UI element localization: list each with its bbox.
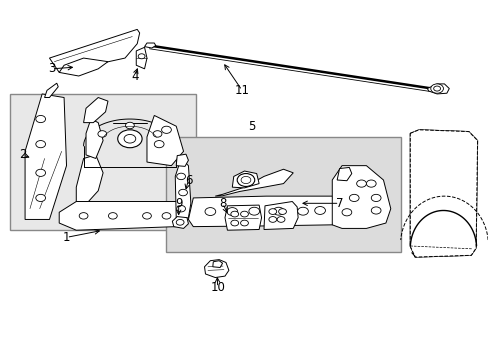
Polygon shape [59,58,108,76]
Circle shape [297,207,308,215]
Text: 10: 10 [210,281,224,294]
Circle shape [153,131,162,137]
Polygon shape [175,158,190,220]
Circle shape [36,140,45,148]
Polygon shape [86,119,103,158]
Polygon shape [336,167,351,181]
Text: 2: 2 [19,148,26,161]
Circle shape [142,213,151,219]
Circle shape [240,211,248,217]
Circle shape [230,211,238,217]
FancyBboxPatch shape [166,137,400,252]
Polygon shape [232,171,259,188]
Circle shape [433,86,440,91]
Polygon shape [204,260,228,278]
Polygon shape [83,98,108,123]
Circle shape [268,217,276,222]
Circle shape [370,207,380,214]
Circle shape [430,84,443,93]
Circle shape [36,194,45,202]
Circle shape [124,134,136,143]
Circle shape [366,180,375,187]
Circle shape [278,209,286,215]
Circle shape [176,206,185,212]
Circle shape [226,208,237,216]
Circle shape [348,194,358,202]
Circle shape [241,176,250,184]
Circle shape [154,140,163,148]
Circle shape [108,213,117,219]
Polygon shape [59,202,185,230]
Circle shape [268,209,276,215]
Circle shape [248,207,259,215]
Circle shape [370,194,380,202]
Circle shape [230,220,238,226]
Circle shape [277,217,285,222]
Circle shape [178,189,187,196]
Text: 7: 7 [335,197,343,210]
Text: 8: 8 [219,197,226,210]
Circle shape [162,213,170,219]
Polygon shape [25,94,66,220]
FancyBboxPatch shape [10,94,195,230]
Circle shape [161,126,171,134]
Circle shape [240,220,248,226]
Text: 1: 1 [62,231,70,244]
Circle shape [273,207,284,215]
Circle shape [341,209,351,216]
Polygon shape [212,261,222,267]
Circle shape [125,122,134,129]
Circle shape [314,207,325,215]
Polygon shape [409,130,477,257]
Polygon shape [264,202,298,229]
Polygon shape [331,166,390,228]
Circle shape [356,180,366,187]
Polygon shape [136,47,147,69]
Polygon shape [147,116,183,166]
Polygon shape [172,217,188,228]
Polygon shape [188,196,336,226]
Polygon shape [144,43,156,48]
Polygon shape [409,130,477,257]
Text: 4: 4 [131,69,138,82]
Circle shape [176,173,185,180]
Polygon shape [49,30,140,72]
Text: 11: 11 [234,84,249,97]
Circle shape [98,131,106,137]
Polygon shape [215,169,293,196]
Polygon shape [44,83,58,98]
Polygon shape [224,205,261,230]
Text: 6: 6 [184,174,192,186]
Circle shape [36,116,45,123]
Text: 3: 3 [48,62,56,75]
Text: 5: 5 [247,120,255,133]
Circle shape [138,54,145,59]
Polygon shape [427,84,448,94]
Text: 9: 9 [175,197,182,210]
Polygon shape [176,154,188,166]
Polygon shape [76,155,103,202]
Circle shape [118,130,142,148]
Circle shape [237,174,254,186]
Circle shape [36,169,45,176]
Circle shape [204,208,215,216]
Circle shape [176,220,183,225]
Circle shape [79,213,88,219]
